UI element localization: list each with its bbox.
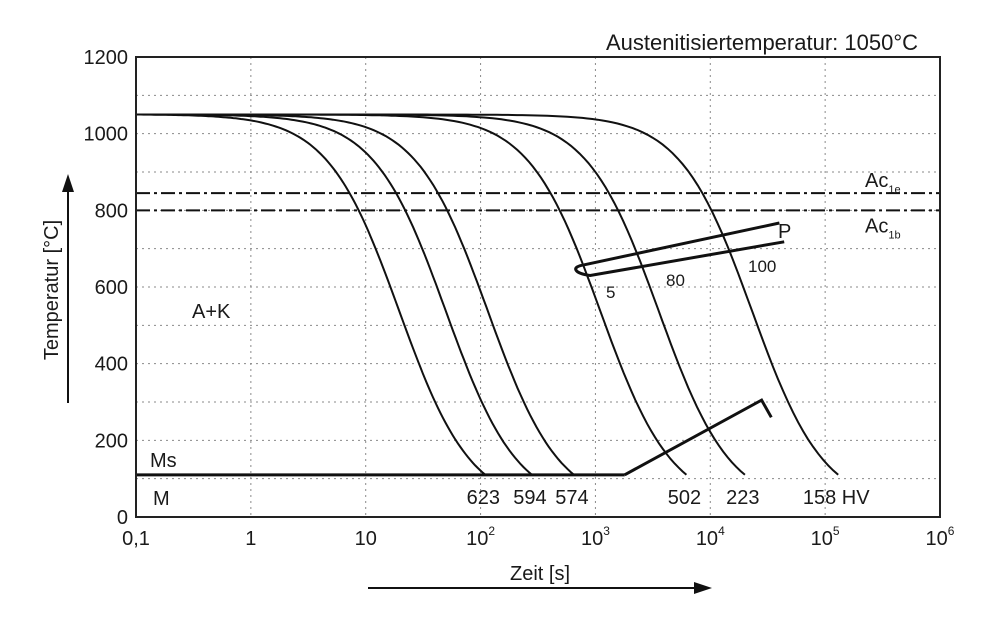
ms-label: Ms <box>150 450 177 472</box>
x-axis-label: Zeit [s] <box>510 563 570 585</box>
ac-label: Ac1e <box>865 170 901 196</box>
pct-80-label: 80 <box>666 271 685 290</box>
y-tick-label: 1200 <box>84 47 129 69</box>
hardness-label: 502 <box>668 487 701 509</box>
pct-100-label: 100 <box>748 257 776 276</box>
chart-title: Austenitisiertemperatur: 1050°C <box>606 30 918 55</box>
cooling-curve <box>136 113 575 476</box>
cooling-curve <box>136 113 486 476</box>
y-tick-label: 600 <box>95 277 128 299</box>
cooling-curves <box>136 113 839 476</box>
p-label: P <box>778 221 791 243</box>
grid <box>136 57 940 517</box>
x-tick-label: 1 <box>245 528 256 550</box>
y-tick-labels: 0 200 400 600 800 1000 1200 <box>84 47 129 529</box>
y-tick-label: 1000 <box>84 124 129 146</box>
pct-5-label: 5 <box>606 283 615 302</box>
x-tick-labels: 0,1 1 10 102 103 104 105 106 <box>122 524 955 550</box>
martensite-boundary <box>623 398 773 477</box>
x-tick-label: 102 <box>466 524 495 550</box>
y-tick-label: 200 <box>95 430 128 452</box>
hardness-label: 623 <box>467 487 500 509</box>
region-ak-label: A+K <box>192 301 231 323</box>
x-tick-label: 10 <box>355 528 377 550</box>
ac-labels: Ac1e Ac1b <box>865 170 901 241</box>
hardness-label: 574 <box>555 487 588 509</box>
y-tick-label: 400 <box>95 354 128 376</box>
cooling-curve <box>136 113 688 476</box>
y-axis-label: Temperatur [°C] <box>41 220 63 360</box>
x-tick-label: 104 <box>696 524 725 550</box>
plot-frame <box>135 56 941 518</box>
hardness-label: 594 <box>513 487 546 509</box>
y-axis-arrow <box>62 174 74 403</box>
hardness-label: 223 <box>726 487 759 509</box>
pearlite-region <box>574 221 785 278</box>
x-axis-arrow <box>368 582 712 594</box>
y-tick-label: 800 <box>95 200 128 222</box>
ac-label: Ac1b <box>865 215 901 241</box>
x-tick-label: 103 <box>581 524 610 550</box>
hardness-labels: 623 594 574 502 223 158 HV <box>467 487 871 509</box>
m-label: M <box>153 488 170 510</box>
x-tick-label: 106 <box>926 524 955 550</box>
x-tick-label: 105 <box>811 524 840 550</box>
ac-lines <box>136 192 940 212</box>
transformation-lines <box>136 221 785 477</box>
y-tick-label: 0 <box>117 507 128 529</box>
hardness-label: 158 HV <box>803 487 870 509</box>
x-tick-label: 0,1 <box>122 528 150 550</box>
cooling-curve <box>136 113 839 476</box>
